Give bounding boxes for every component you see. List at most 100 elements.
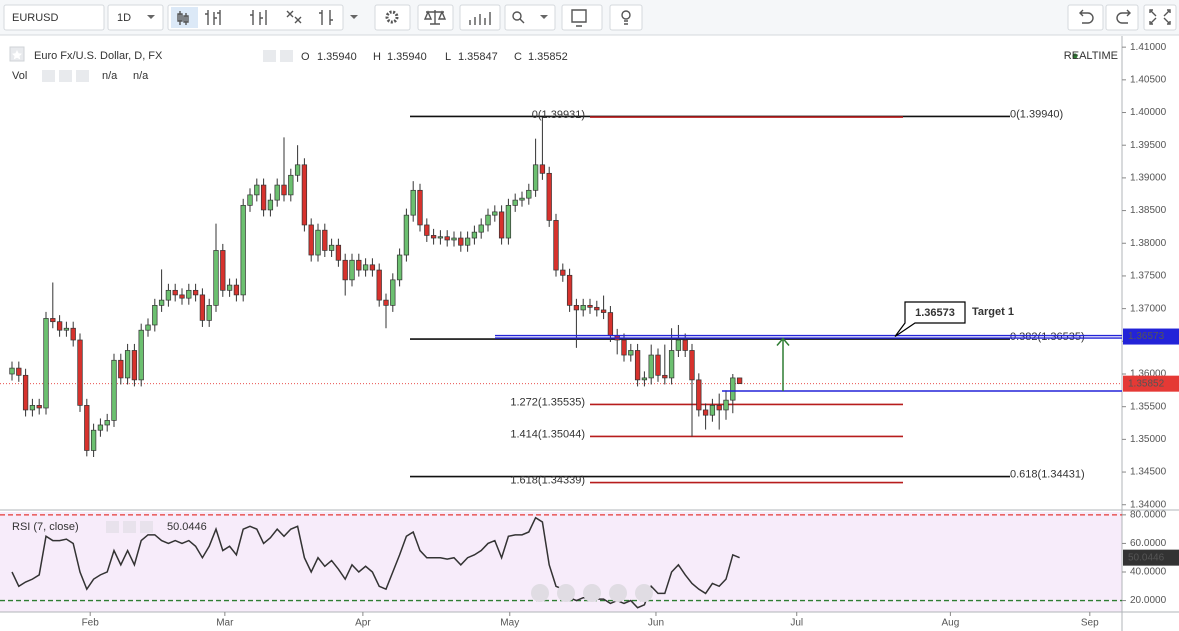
icon-line [319, 10, 333, 25]
reset-button[interactable] [583, 584, 601, 602]
candle-body [335, 244, 342, 261]
callout-box [894, 301, 966, 338]
candle-body [566, 274, 573, 306]
ideas-button[interactable] [609, 4, 643, 31]
y-tick-label: 1.35500 [1130, 401, 1167, 412]
candle-body [118, 359, 124, 379]
candle-body [376, 269, 382, 301]
x-tick-label: Jun [648, 618, 664, 629]
symbol-box[interactable] [3, 4, 105, 31]
candle-body [498, 211, 505, 239]
candle-body [77, 339, 83, 406]
candle-body [553, 220, 559, 271]
candle-body [199, 294, 206, 321]
x-tick-label: Sep [1081, 618, 1099, 629]
remove-button[interactable] [76, 70, 89, 82]
candle-body [22, 374, 29, 411]
target-name: Target 1 [972, 306, 1014, 318]
candle-body [328, 244, 335, 251]
fib-label: 0(1.39940) [1010, 108, 1063, 120]
icon-bulb [621, 10, 631, 20]
candle-body [63, 327, 70, 331]
candle-body [668, 350, 675, 379]
y-tick-label: 1.37500 [1130, 271, 1167, 282]
y-tick-label: 1.34500 [1130, 467, 1167, 478]
undo-button[interactable] [1067, 4, 1104, 31]
candle-body [702, 409, 709, 416]
ohlc-value: 1.35852 [528, 51, 568, 63]
candle-body [233, 284, 240, 296]
ohlc-key: C [514, 51, 522, 63]
candle-body [641, 377, 648, 381]
candle-body [607, 312, 614, 336]
y-tick-label: 1.34000 [1130, 499, 1167, 510]
candle-body [36, 405, 42, 409]
candle-body [682, 339, 688, 351]
candle-body [172, 289, 178, 296]
callout-label: 1.36573 [915, 307, 955, 319]
y-tick-label: 1.35000 [1130, 434, 1167, 445]
zoom-in-button[interactable] [609, 584, 627, 602]
realtime-status: REALTIME [1064, 50, 1118, 62]
candle-body [485, 214, 491, 226]
candle-body [532, 164, 539, 191]
candle-body [206, 305, 212, 321]
redo-button[interactable] [1105, 4, 1139, 31]
candle-body [247, 194, 253, 206]
fib-label: 0(1.39931) [532, 109, 585, 121]
interval-box[interactable] [107, 4, 164, 31]
volume-value: n/a [133, 70, 149, 82]
icon-script [571, 9, 587, 27]
candle-body [213, 250, 219, 306]
y-tick-label: 40.0000 [1130, 567, 1167, 578]
candle-body [111, 359, 117, 421]
candle-body [383, 299, 389, 306]
candle-body [444, 236, 450, 241]
icon-search-handle [519, 18, 525, 24]
candle-body [294, 164, 301, 176]
candle-body [29, 405, 36, 411]
last-price-label: 1.35852 [1128, 378, 1165, 389]
settings-button[interactable] [59, 70, 72, 82]
series-title: Euro Fx/U.S. Dollar, D, FX [34, 50, 163, 62]
candle-body [689, 350, 695, 381]
scroll-button[interactable] [635, 584, 653, 602]
remove-button[interactable] [140, 521, 153, 533]
candle-body [356, 259, 362, 271]
candle-body [56, 321, 63, 331]
scroll-controls [531, 584, 653, 602]
zoom-out-button[interactable] [557, 584, 575, 602]
scroll-button[interactable] [531, 584, 549, 602]
eye-button[interactable] [42, 70, 55, 82]
fib-label: 1.272(1.35535) [510, 396, 585, 408]
candle-body [369, 264, 376, 271]
fullscreen-button[interactable] [1143, 4, 1177, 31]
symbol: EURUSD [12, 12, 59, 24]
last-price-box [1123, 375, 1179, 392]
candle-body [451, 237, 457, 241]
candle-body [628, 350, 634, 356]
search-button[interactable] [504, 4, 556, 31]
settings-button[interactable] [374, 4, 411, 31]
candle-body [417, 189, 423, 226]
candle-body [97, 424, 104, 431]
eye-button[interactable] [106, 521, 119, 533]
chart-style-group[interactable] [167, 4, 344, 31]
candle-body [84, 405, 90, 451]
candle-body [723, 399, 729, 411]
candle-body [716, 405, 722, 411]
dropdown-arrow [540, 15, 548, 19]
settings-button[interactable] [123, 521, 136, 533]
fib-label: 1.618(1.34339) [510, 474, 585, 486]
candle-body [390, 279, 396, 306]
ohlc-key: L [445, 51, 451, 63]
candle-body [600, 309, 607, 313]
dropdown-arrow [350, 15, 358, 19]
eye-button[interactable] [263, 50, 276, 62]
settings-button[interactable] [280, 50, 293, 62]
candle-body [539, 164, 546, 174]
candle-body [349, 259, 355, 281]
y-tick-label: 1.39500 [1130, 140, 1167, 151]
dropdown-arrow [147, 15, 155, 19]
rsi-value-box [1123, 549, 1179, 566]
